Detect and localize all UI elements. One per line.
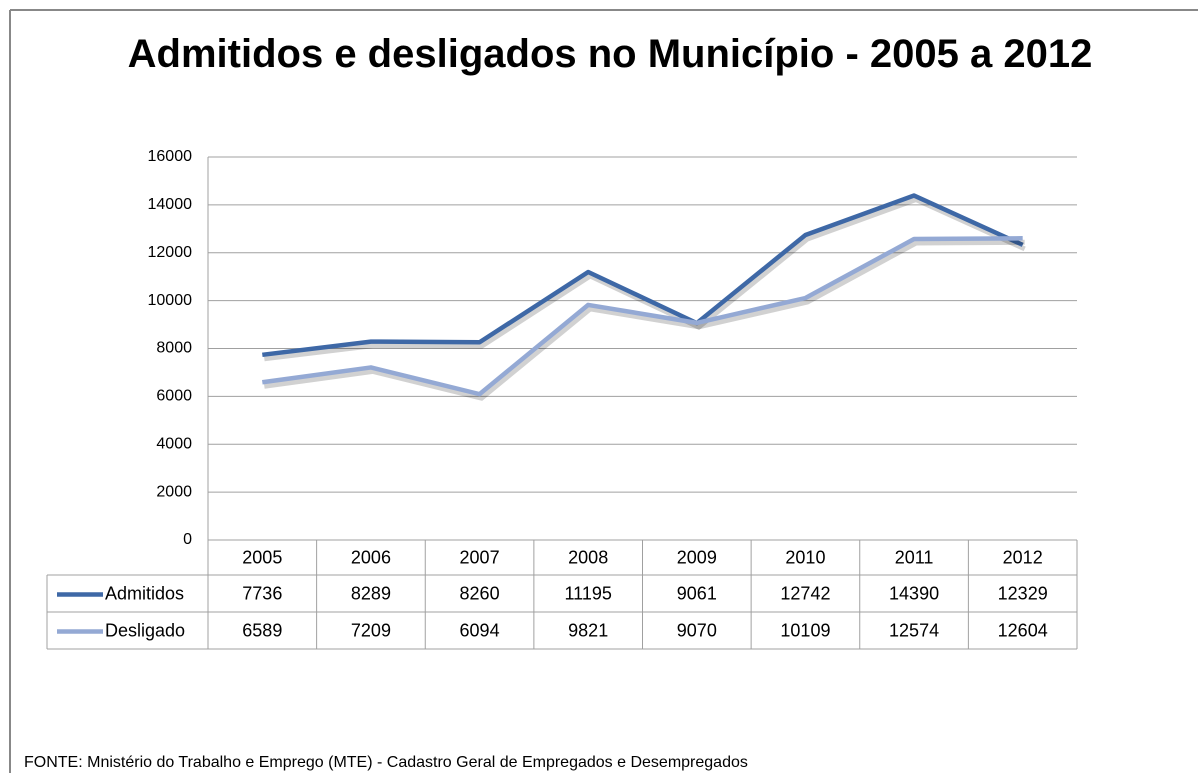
x-tick-label: 2012: [1003, 547, 1043, 567]
line-shadow: [264, 196, 1026, 362]
table-value: 9061: [677, 583, 717, 603]
table-value: 12742: [780, 583, 830, 603]
chart-title: Admitidos e desligados no Município - 20…: [127, 32, 1093, 76]
x-tick-label: 2005: [242, 547, 282, 567]
x-tick-label: 2009: [677, 547, 717, 567]
table-value: 8260: [460, 583, 500, 603]
y-tick-label: 4000: [156, 435, 192, 452]
x-tick-label: 2008: [568, 547, 608, 567]
y-tick-label: 6000: [156, 388, 192, 405]
y-tick-label: 12000: [148, 244, 193, 261]
table-value: 7209: [351, 620, 391, 640]
table-value: 12329: [998, 583, 1048, 603]
table-value: 9070: [677, 620, 717, 640]
x-tick-label: 2010: [785, 547, 825, 567]
x-tick-label: 2006: [351, 547, 391, 567]
y-tick-label: 10000: [148, 292, 193, 309]
legend-label: Desligado: [105, 620, 185, 640]
y-tick-label: 14000: [148, 196, 193, 213]
y-tick-label: 8000: [156, 340, 192, 357]
x-tick-label: 2007: [460, 547, 500, 567]
y-tick-label: 16000: [148, 148, 193, 165]
line-shadow: [263, 239, 1025, 401]
table-value: 12574: [889, 620, 939, 640]
table-value: 14390: [889, 583, 939, 603]
table-value: 6589: [242, 620, 282, 640]
table-value: 12604: [998, 620, 1048, 640]
series-line: [262, 236, 1023, 397]
y-tick-label: 2000: [156, 483, 192, 500]
table-value: 11195: [564, 583, 611, 603]
series-line: [262, 193, 1024, 358]
source-note: FONTE: Mnistério do Trabalho e Emprego (…: [24, 754, 748, 771]
y-tick-label: 0: [183, 531, 192, 548]
legend-label: Admitidos: [105, 583, 184, 603]
x-tick-label: 2011: [895, 547, 934, 567]
table-value: 10109: [780, 620, 830, 640]
table-value: 9821: [568, 620, 608, 640]
table-value: 8289: [351, 583, 391, 603]
table-value: 7736: [242, 583, 282, 603]
table-value: 6094: [460, 620, 500, 640]
